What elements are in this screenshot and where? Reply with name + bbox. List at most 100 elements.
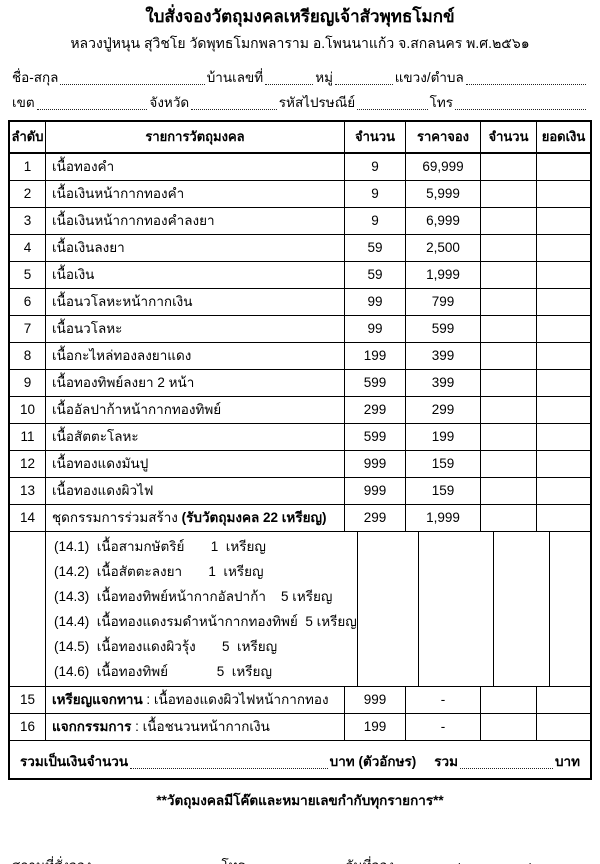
amount-writein-cell (536, 687, 590, 713)
qty-writein-cell (480, 262, 536, 288)
header-no: ลำดับ (11, 129, 44, 144)
qty-writein-cell (480, 370, 536, 396)
header-amount: ยอดเงิน (536, 122, 590, 152)
qty-cell-empty (356, 532, 418, 686)
header-qty: จำนวน (344, 122, 405, 152)
name-fill (60, 81, 205, 85)
total-label: รวมเป็นเงินจำนวน (20, 754, 129, 769)
sum-label: รวม (434, 754, 458, 769)
district-label: เขต (12, 95, 35, 110)
amount-writein-cell (536, 451, 590, 477)
table-row: 6 เนื้อนวโลหะหน้ากากเงิน 99 799 (10, 289, 590, 316)
moo-label: หมู่ (315, 70, 334, 85)
table-row: 5 เนื้อเงิน 59 1,999 (10, 262, 590, 289)
page-subtitle: หลวงปู่หนุน สุวิชโย วัดพุทธโมกพลาราม อ.โ… (70, 35, 530, 51)
house-no-fill (265, 81, 314, 85)
sub-item: (14.6) เนื้อทองทิพย์ 5 เหรียญ (54, 664, 272, 679)
province-label: จังหวัด (149, 95, 190, 110)
form-line-name-address: ชื่อ-สกุล บ้านเลขที่ หมู่ แขวง/ตำบล (12, 63, 588, 88)
committee-set-detail-row: (14.1) เนื้อสามกษัตริย์ 1 เหรียญ (14.2) … (10, 532, 590, 687)
qty-writein-cell (480, 505, 536, 531)
sub-item: (14.1) เนื้อสามกษัตริย์ 1 เหรียญ (54, 539, 266, 554)
total-row: รวมเป็นเงินจำนวน บาท (ตัวอักษร) รวม บาท (10, 741, 590, 778)
phone-fill (455, 106, 587, 110)
postal-fill (357, 106, 428, 110)
table-row: 7 เนื้อนวโลหะ 99 599 (10, 316, 590, 343)
amount-writein-cell (536, 181, 590, 207)
sum-fill (459, 765, 553, 769)
baht-label: บาท (554, 754, 580, 769)
house-no-label: บ้านเลขที่ (206, 70, 264, 85)
subdistrict-fill (465, 81, 586, 85)
order-table: ลำดับ รายการวัตถุมงคล จำนวน ราคาจอง จำนว… (8, 120, 592, 780)
table-row: 13 เนื้อทองแดงผิวไฟ 999 159 (10, 478, 590, 505)
table-row: 9 เนื้อทองทิพย์ลงยา 2 หน้า 599 399 (10, 370, 590, 397)
table-row: 4 เนื้อเงินลงยา 59 2,500 (10, 235, 590, 262)
province-fill (191, 106, 277, 110)
amount-writein-cell (536, 424, 590, 450)
amount-writein-cell (536, 154, 590, 180)
sub-item-list: (14.1) เนื้อสามกษัตริย์ 1 เหรียญ (14.2) … (45, 532, 357, 686)
total-amount-fill (130, 765, 328, 769)
qty-writein-cell (480, 687, 536, 713)
table-row: 12 เนื้อทองแดงมันปู 999 159 (10, 451, 590, 478)
header-qty2: จำนวน (480, 122, 536, 152)
qty-writein-cell (480, 714, 536, 740)
qty-writein-cell (492, 532, 549, 686)
baht-text-label: บาท (ตัวอักษร) (329, 754, 417, 769)
qty-writein-cell (480, 235, 536, 261)
qty-writein-cell (480, 289, 536, 315)
sub-item: (14.2) เนื้อสัตตะลงยา 1 เหรียญ (54, 564, 264, 579)
table-row-committee-gift: 16 แจกกรรมการ : เนื้อชนวนหน้ากากเงิน 199- (10, 714, 590, 741)
table-row-giveaway: 15 เหรียญแจกทาน : เนื้อทองแดงผิวไฟหน้ากาก… (10, 687, 590, 714)
customer-info-lines: ชื่อ-สกุล บ้านเลขที่ หมู่ แขวง/ตำบล เขต … (12, 63, 588, 113)
amount-writein-cell (536, 289, 590, 315)
form-line-district-phone: เขต จังหวัด รหัสไปรษณีย์ โทร (12, 88, 588, 113)
amount-writein-cell (536, 316, 590, 342)
code-footnote: **วัตถุมงคลมีโค๊ตและหมายเลขกำกับทุกรายกา… (156, 793, 444, 808)
qty-writein-cell (480, 181, 536, 207)
amount-writein-cell (536, 397, 590, 423)
moo-fill (335, 81, 393, 85)
qty-writein-cell (480, 397, 536, 423)
amount-writein-cell (536, 505, 590, 531)
sub-item: (14.4) เนื้อทองแดงรมดำหน้ากากทองทิพย์ 5 … (54, 614, 357, 629)
district-fill (36, 106, 148, 110)
order-place-line: สถานที่สั่งจอง โทร วันที่จอง / / (12, 851, 588, 864)
table-row-committee-set: 14 ชุดกรรมการร่วมสร้าง (รับวัตถุมงคล 22 เ… (10, 505, 590, 532)
qty-writein-cell (480, 343, 536, 369)
header-price: ราคาจอง (405, 122, 480, 152)
name-label: ชื่อ-สกุล (12, 70, 59, 85)
date-slash-2: / (527, 861, 531, 864)
amount-writein-cell (536, 343, 590, 369)
order-date-label: วันที่จอง (346, 854, 394, 864)
subdistrict-label: แขวง/ตำบล (394, 70, 464, 85)
table-row: 8 เนื้อกะไหล่ทองลงยาแดง 199 399 (10, 343, 590, 370)
amount-writein-cell (536, 262, 590, 288)
no-cell-empty (10, 532, 45, 686)
header-item: รายการวัตถุมงคล (45, 122, 344, 152)
qty-writein-cell (480, 451, 536, 477)
page-title: ใบสั่งจองวัตถุมงคลเหรียญเจ้าสัวพุทธโมกข์ (145, 7, 455, 26)
amount-writein-cell (536, 370, 590, 396)
date-slash-1: / (456, 861, 460, 864)
qty-writein-cell (480, 316, 536, 342)
qty-writein-cell (480, 478, 536, 504)
table-row: 3 เนื้อเงินหน้ากากทองคำลงยา 9 6,999 (10, 208, 590, 235)
postal-label: รหัสไปรษณีย์ (278, 95, 356, 110)
amount-writein-cell (548, 532, 600, 686)
amount-writein-cell (536, 208, 590, 234)
table-row: 10 เนื้ออัลปาก้าหน้ากากทองทิพย์ 299 299 (10, 397, 590, 424)
table-row: 11 เนื้อสัตตะโลหะ 599 199 (10, 424, 590, 451)
table-header-row: ลำดับ รายการวัตถุมงคล จำนวน ราคาจอง จำนว… (10, 122, 590, 154)
table-row: 1 เนื้อทองคำ 9 69,999 (10, 154, 590, 181)
amount-writein-cell (536, 714, 590, 740)
price-cell-empty (417, 532, 493, 686)
amount-writein-cell (536, 478, 590, 504)
phone-label: โทร (429, 95, 454, 110)
qty-writein-cell (480, 208, 536, 234)
place-label: สถานที่สั่งจอง (12, 854, 92, 864)
amount-writein-cell (536, 235, 590, 261)
footer-phone-label: โทร (222, 854, 245, 864)
